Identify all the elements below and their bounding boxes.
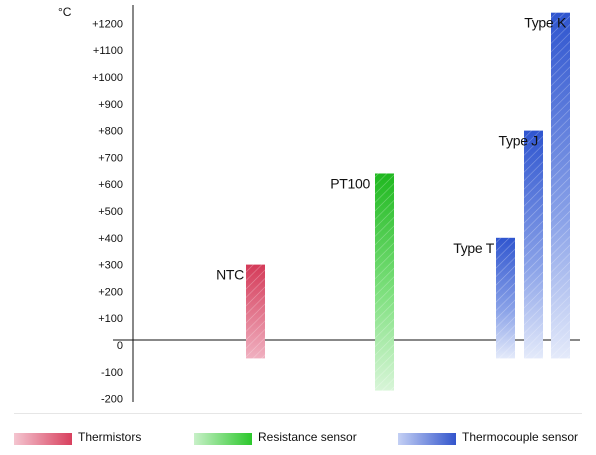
y-unit-label: °C <box>58 5 72 19</box>
bar-pt100-hatch <box>375 173 394 391</box>
y-tick-label: -100 <box>101 367 123 379</box>
y-tick-label: +300 <box>98 260 123 272</box>
y-tick-label: +200 <box>98 286 123 298</box>
bar-type-t-hatch <box>496 237 515 359</box>
legend-swatch-red <box>14 433 72 445</box>
y-tick-label: +400 <box>98 233 123 245</box>
legend-label: Thermistors <box>78 430 142 444</box>
y-tick-label: +900 <box>98 99 123 111</box>
legend: Thermistors Resistance sensor Thermocoup… <box>0 422 596 452</box>
bar-pt100-label: PT100 <box>330 175 370 191</box>
bars: NTC PT100 Type T Type J Type K <box>216 12 570 391</box>
legend-separator <box>14 413 582 414</box>
bar-type-j-hatch <box>524 130 543 359</box>
y-tick-label: +700 <box>98 152 123 164</box>
legend-label: Thermocouple sensor <box>462 430 579 444</box>
bar-ntc-label: NTC <box>216 267 244 283</box>
bar-type-k-hatch <box>551 12 570 359</box>
y-tick-label: +600 <box>98 179 123 191</box>
bar-type-k-label: Type K <box>524 15 567 31</box>
y-tick-label: +1200 <box>92 18 123 30</box>
y-tick-labels: -200 -100 0 +100 +200 +300 +400 +500 +600 +700 +80… <box>92 18 123 405</box>
legend-label: Resistance sensor <box>258 430 357 444</box>
legend-swatch-blue <box>398 433 456 445</box>
chart: °C -200 -100 0 +100 +200 +300 +400 +500 +600 +700… <box>58 5 580 406</box>
y-tick-label: +1100 <box>93 45 123 57</box>
bar-ntc-hatch <box>246 264 265 359</box>
y-tick-label: 0 <box>117 340 123 352</box>
y-tick-label: +1000 <box>92 72 123 84</box>
bar-type-t-label: Type T <box>453 240 494 256</box>
y-tick-label: +500 <box>98 206 123 218</box>
y-tick-label: +100 <box>98 313 123 325</box>
legend-swatch-green <box>194 433 252 445</box>
bar-type-j-label: Type J <box>499 133 538 149</box>
y-tick-label: -200 <box>101 394 123 406</box>
y-tick-label: +800 <box>98 126 123 138</box>
